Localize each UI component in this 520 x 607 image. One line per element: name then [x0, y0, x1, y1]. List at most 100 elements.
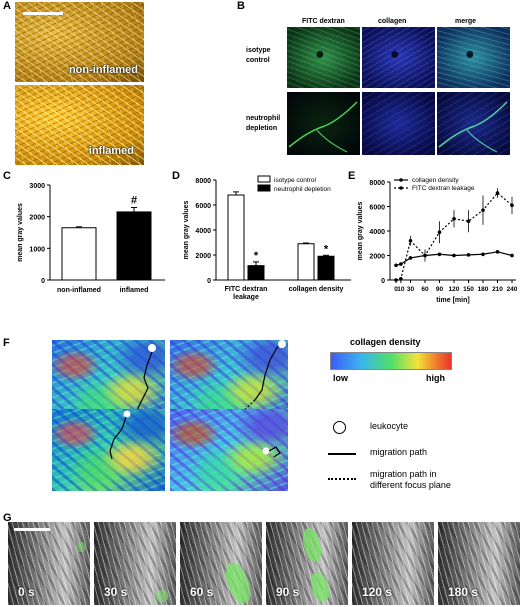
panel-b-depletion-fitc-image	[287, 92, 360, 155]
panel-label-e: E	[348, 170, 356, 182]
panel-label-a: A	[3, 0, 11, 12]
chart-c-xtick-label-0: non-inflamed	[57, 287, 101, 294]
chart-c-bar-0	[61, 227, 97, 281]
chart-e-point-0-1	[399, 262, 403, 266]
panel-f-heatmap-4	[170, 409, 288, 491]
colorbar-high: high	[426, 373, 445, 383]
panel-g-time-120: 120 s	[362, 585, 393, 599]
chart-d-legend-label-1: neutrophil depletion	[274, 186, 331, 193]
chart-e-legend-label-1: FITC dextran leakage	[412, 185, 475, 192]
chart-d-legend-label-0: isotype control	[274, 177, 316, 184]
chart-d-legend-swatch-1	[257, 184, 271, 192]
legend-leukocyte: leukocyte	[370, 421, 409, 431]
chart-e-legend-label-0: collagen density	[412, 177, 459, 184]
chart-d-annotation-1: *	[324, 243, 329, 255]
panel-a-image-inflamed: inflamed	[15, 85, 144, 165]
panel-f-heatmap-3	[52, 409, 165, 491]
colorbar	[330, 352, 452, 370]
chart-e-xtick-label-1: 10	[397, 286, 405, 293]
panel-b-col-fitc: FITC dextran	[302, 18, 345, 25]
chart-e-point-1-1	[399, 276, 403, 281]
chart-e-point-1-4	[437, 230, 442, 235]
chart-e-point-0-2	[408, 256, 413, 260]
chart-e-point-0-6	[466, 253, 471, 257]
panel-g-time-90: 90 s	[276, 585, 300, 599]
chart-e-xtick-label-8: 210	[492, 286, 503, 293]
chart-e-point-0-8	[495, 250, 500, 254]
chart-e-xtick-label-0: 0	[394, 286, 398, 293]
chart-c-ytick-label-1: 1000	[29, 246, 45, 253]
chart-d-xtick-label-0: FITC dextran leakage	[225, 286, 268, 301]
chart-e-xlabel: time [min]	[436, 297, 469, 304]
panel-g-frame-180: 180 s	[438, 522, 520, 605]
colorbar-title: collagen density	[350, 337, 421, 347]
chart-c-ylabel: mean gray values	[17, 203, 24, 262]
panel-b-row-isotype: isotype control	[246, 47, 271, 64]
panel-g-time-30: 30 s	[104, 585, 128, 599]
panel-g-frame-120: 120 s	[352, 522, 434, 605]
chart-e-xtick-label-9: 240	[507, 286, 518, 293]
chart-e-point-1-7	[481, 208, 485, 212]
chart-e-ytick-label-1: 2000	[369, 254, 385, 261]
colorbar-low: low	[333, 373, 348, 383]
chart-e-ytick-label-0: 0	[381, 278, 385, 285]
chart-e-ytick-label-3: 6000	[369, 205, 385, 212]
chart-c-ytick-label-0: 0	[41, 278, 45, 285]
chart-e-xtick-label-6: 150	[463, 286, 474, 293]
panel-label-f: F	[3, 337, 10, 349]
chart-e-xtick-label-5: 120	[449, 286, 460, 293]
legend-migration-path-focus: migration path in different focus plane	[370, 469, 451, 490]
chart-d: 0 2000 4000 6000 8000 mean gray values * FITC d…	[183, 175, 351, 301]
chart-e-legend-marker-0	[399, 178, 403, 182]
dotted-line-icon	[328, 478, 356, 480]
panel-a-label-inflamed: inflamed	[88, 145, 134, 157]
chart-d-bar-0-0	[227, 194, 245, 281]
chart-d-ytick-label-4: 8000	[195, 178, 211, 185]
chart-e-xtick-label-7: 180	[478, 286, 489, 293]
chart-e-point-1-6	[466, 219, 471, 223]
panel-b-isotype-merge-image	[437, 27, 510, 88]
chart-e-legend-marker-1	[399, 186, 403, 190]
chart-c-annotation-1: #	[131, 194, 137, 206]
panel-a-image-non-inflamed: non-inflamed	[15, 2, 144, 82]
chart-d-ytick-label-1: 2000	[195, 253, 211, 260]
chart-e-xtick-label-4: 90	[436, 286, 444, 293]
chart-e-ytick-label-4: 8000	[369, 180, 385, 187]
chart-e-ylabel: mean gray values	[357, 202, 364, 261]
chart-e-xtick-label-3: 60	[421, 286, 429, 293]
panel-g-frame-60: 60 s	[180, 522, 262, 607]
panel-a-label-non-inflamed: non-inflamed	[68, 64, 138, 76]
panel-b-row-depletion: neutrophil depletion	[246, 115, 281, 132]
chart-c-bar-1	[116, 211, 152, 281]
chart-d-ytick-label-3: 6000	[195, 203, 211, 210]
chart-d-bar-1-1	[317, 255, 335, 281]
solid-line-icon	[328, 453, 356, 455]
chart-d-xtick-label-1: collagen density	[289, 286, 344, 293]
panel-b-depletion-collagen-image	[362, 92, 435, 155]
circle-icon	[333, 421, 346, 434]
chart-d-bar-0-1	[247, 265, 265, 281]
panel-b-col-merge: merge	[455, 18, 477, 25]
chart-e-point-1-8	[495, 191, 500, 195]
chart-e-point-0-4	[437, 252, 442, 257]
chart-e-xtick-label-2: 30	[407, 286, 415, 293]
chart-e-point-1-0	[394, 278, 398, 282]
panel-g-time-60: 60 s	[190, 585, 214, 599]
panel-label-b: B	[237, 0, 245, 12]
panel-label-g: G	[3, 512, 12, 524]
panel-g-frame-30: 30 s	[94, 522, 176, 605]
chart-d-ytick-label-2: 4000	[195, 228, 211, 235]
panel-b-col-collagen: collagen	[378, 18, 407, 25]
chart-e-line-0	[395, 251, 513, 266]
legend-migration-path: migration path	[370, 447, 428, 457]
chart-c-ytick-label-3: 3000	[29, 183, 45, 190]
chart-e-point-1-3	[423, 253, 427, 258]
chart-e-point-0-7	[481, 252, 485, 257]
chart-d-bar-1-0	[297, 243, 315, 281]
chart-e-ytick-label-2: 4000	[369, 229, 385, 236]
chart-c: 0 1000 2000 3000 mean gray values non-inflame…	[17, 183, 165, 294]
chart-e-point-0-5	[452, 253, 456, 258]
chart-c-ytick-label-2: 2000	[29, 215, 45, 222]
scale-bar	[14, 528, 50, 531]
chart-e-point-0-9	[510, 253, 514, 258]
